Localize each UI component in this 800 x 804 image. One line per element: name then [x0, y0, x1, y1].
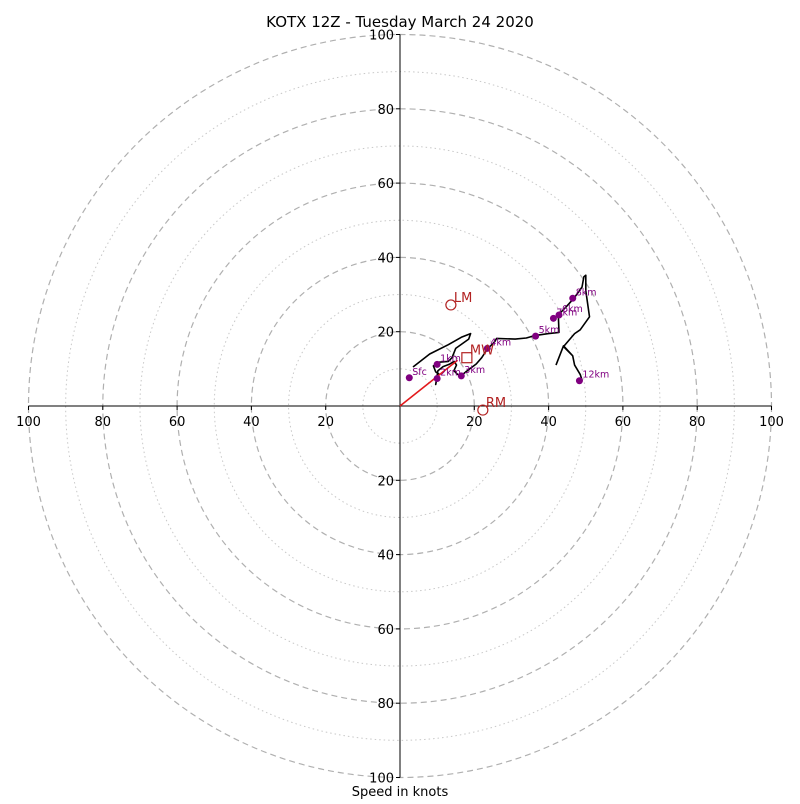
y-tick-label: 80 — [377, 103, 394, 118]
storm-motion-label-mw: MW — [470, 344, 494, 359]
hodograph-trace — [399, 274, 591, 407]
height-label-4km: 4km — [490, 337, 511, 348]
storm-motion-markers: LM RM MW — [445, 291, 506, 416]
storm-motion-label-lm: LM — [454, 291, 472, 306]
height-label-1km: 1km — [440, 353, 461, 364]
tick-labels: 100 100 80 80 60 60 40 40 20 20 20 20 40 40 60 60 80 80 10… — [16, 29, 784, 787]
y-tick-label: 100 — [369, 772, 394, 787]
y-tick-label: 40 — [377, 251, 394, 266]
x-tick-label: 80 — [689, 415, 706, 430]
height-marker-sfc — [405, 374, 413, 382]
x-tick-label: 20 — [466, 415, 483, 430]
x-tick-label: 60 — [169, 415, 186, 430]
storm-motion-marker-rm — [477, 404, 489, 416]
x-tick-label: 80 — [95, 415, 112, 430]
chart-title: KOTX 12Z - Tuesday March 24 2020 — [266, 13, 534, 31]
x-tick-label: 60 — [615, 415, 632, 430]
storm-motion-vector — [399, 359, 459, 407]
x-axis-label: Speed in knots — [352, 785, 449, 800]
x-tick-label: 100 — [759, 415, 784, 430]
height-label-6km: 6km — [562, 304, 583, 315]
y-tick-label: 60 — [377, 177, 394, 192]
height-label-12km: 12km — [582, 370, 609, 381]
x-tick-label: 40 — [540, 415, 557, 430]
height-marker-6km — [555, 311, 563, 319]
x-tick-label: 40 — [243, 415, 260, 430]
storm-motion-label-rm: RM — [486, 396, 506, 411]
y-tick-label: 80 — [377, 697, 394, 712]
height-label-7km: 7km — [556, 307, 577, 318]
x-tick-label: 100 — [16, 415, 41, 430]
height-label-3km: 3km — [464, 365, 485, 376]
storm-motion-marker-lm — [445, 299, 457, 311]
y-tick-label: 20 — [377, 474, 394, 489]
height-marker-1km — [433, 360, 441, 368]
y-tick-label: 20 — [377, 326, 394, 341]
y-tick-label: 60 — [377, 623, 394, 638]
height-marker-4km — [483, 344, 491, 352]
height-label-8km: 8km — [576, 287, 597, 298]
storm-motion-marker-mw — [461, 352, 473, 364]
height-marker-3km — [457, 372, 465, 380]
height-marker-12km — [575, 377, 583, 385]
height-marker-8km — [569, 294, 577, 302]
height-marker-5km — [532, 332, 540, 340]
height-label-5km: 5km — [539, 325, 560, 336]
height-marker-7km — [549, 314, 557, 322]
hodograph-line — [412, 274, 591, 386]
x-tick-label: 20 — [317, 415, 334, 430]
height-label-sfc: Sfc — [412, 367, 427, 378]
y-tick-label: 40 — [377, 549, 394, 564]
height-marker-2km — [433, 375, 441, 383]
height-label-2km: 2km — [440, 368, 461, 379]
y-tick-label: 100 — [369, 29, 394, 44]
